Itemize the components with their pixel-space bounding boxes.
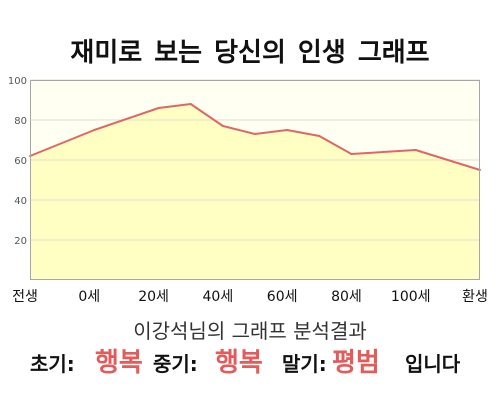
y-tick-label: 40 bbox=[14, 196, 27, 207]
data-point bbox=[414, 149, 417, 151]
data-point bbox=[254, 133, 256, 135]
x-tick-label: 환생 bbox=[462, 289, 488, 305]
data-point bbox=[93, 129, 96, 131]
data-point bbox=[189, 103, 192, 105]
x-tick-label: 60세 bbox=[267, 289, 298, 305]
x-tick-label: 80세 bbox=[331, 289, 362, 305]
phase-label-late: 말기: bbox=[282, 352, 327, 376]
phase-label-middle: 중기: bbox=[153, 352, 198, 376]
data-point bbox=[286, 129, 289, 131]
y-tick-label: 100 bbox=[8, 76, 27, 87]
phase-label-early: 초기: bbox=[30, 352, 75, 376]
life-graph-chart: 20 40 60 80 100 전생 0세 20세 40세 60세 80세 100세 환생 bbox=[8, 76, 488, 305]
x-tick-label: 전생 bbox=[12, 289, 38, 305]
area-fill bbox=[30, 104, 480, 280]
y-tick-label: 20 bbox=[14, 236, 27, 247]
x-tick-label: 20세 bbox=[138, 289, 169, 305]
data-point bbox=[350, 153, 353, 155]
x-tick-label: 100세 bbox=[391, 289, 431, 305]
analysis-heading: 이강석님의 그래프 분석결과 bbox=[133, 319, 367, 343]
phase-result-late: 평범 bbox=[332, 348, 380, 378]
data-point bbox=[221, 125, 224, 127]
x-tick-label: 40세 bbox=[203, 289, 234, 305]
page-title: 재미로 보는 당신의 인생 그래프 bbox=[70, 38, 430, 68]
x-tick-label: 0세 bbox=[78, 289, 100, 305]
closing-text: 입니다 bbox=[405, 352, 461, 376]
plot-border bbox=[30, 80, 480, 280]
data-point bbox=[157, 107, 160, 109]
phase-result-early: 행복 bbox=[95, 348, 143, 378]
analysis-result-row: 초기: 행복 중기: 행복 말기: 평범 입니다 bbox=[30, 348, 460, 379]
phase-result-middle: 행복 bbox=[215, 348, 263, 378]
y-tick-label: 80 bbox=[14, 116, 27, 127]
y-tick-label: 60 bbox=[14, 156, 27, 167]
data-point bbox=[318, 135, 321, 137]
